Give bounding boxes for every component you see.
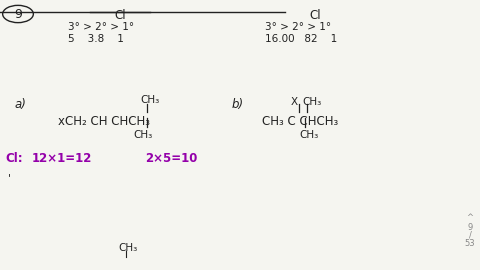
Text: 3° > 2° > 1°: 3° > 2° > 1° (265, 22, 331, 32)
Text: xCH₂ CH CHCH₃: xCH₂ CH CHCH₃ (58, 115, 150, 128)
Text: ': ' (8, 173, 11, 183)
Text: ^: ^ (467, 213, 473, 222)
Text: CH₃ C CHCH₃: CH₃ C CHCH₃ (262, 115, 338, 128)
Text: 9: 9 (468, 223, 473, 232)
Text: 5    3.8    1: 5 3.8 1 (68, 34, 124, 44)
Text: 2×5=10: 2×5=10 (145, 152, 197, 165)
Text: CH₃: CH₃ (118, 243, 137, 253)
Text: /: / (468, 231, 471, 240)
Text: 53: 53 (465, 239, 475, 248)
Text: Cl: Cl (309, 9, 321, 22)
Text: a): a) (15, 98, 27, 111)
Text: CH₃: CH₃ (140, 95, 159, 105)
Text: Cl:: Cl: (5, 152, 23, 165)
Text: 16.00   82    1: 16.00 82 1 (265, 34, 337, 44)
Text: CH₃: CH₃ (133, 130, 152, 140)
Text: CH₃: CH₃ (302, 97, 321, 107)
Text: CH₃: CH₃ (299, 130, 318, 140)
Text: 3° > 2° > 1°: 3° > 2° > 1° (68, 22, 134, 32)
Text: 12×1=12: 12×1=12 (32, 152, 92, 165)
Text: X: X (291, 97, 298, 107)
Text: Cl: Cl (114, 9, 126, 22)
Text: 9: 9 (14, 8, 22, 21)
Text: b): b) (232, 98, 244, 111)
